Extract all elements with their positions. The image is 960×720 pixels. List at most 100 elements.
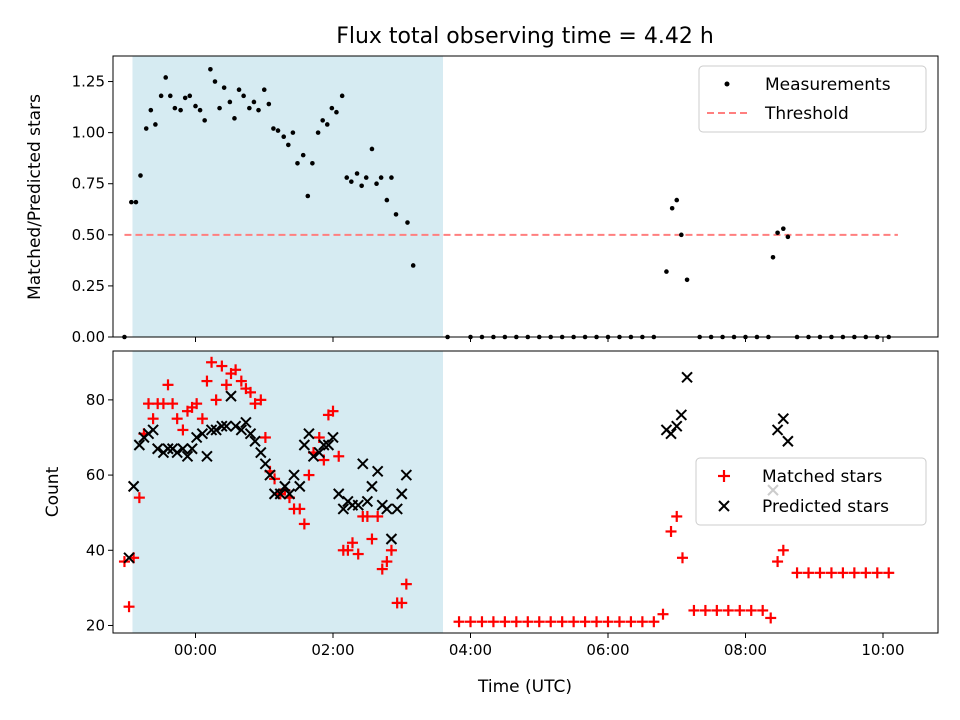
predicted-stars-point [201,450,213,462]
predicted-stars-point [147,424,159,436]
measurement-point [324,122,330,127]
measurement-point [247,105,252,111]
predicted-stars-point [133,439,146,451]
predicted-stars-point [274,488,286,500]
matched-stars-point [568,616,580,628]
matched-stars-point [298,518,310,530]
top-y-axis-label: Matched/Predicted stars [25,94,45,300]
predicted-stars-point [288,469,300,481]
matched-stars-point [825,567,837,579]
predicted-stars-point [337,503,350,515]
measurement-point [227,99,233,105]
predicted-stars-point [385,533,398,545]
legend-measurements-label: Measurements [765,75,891,95]
matched-stars-point [722,604,734,616]
matched-stars-point [385,544,397,556]
measurement-point [281,134,287,140]
predicted-stars-point [186,443,198,455]
predicted-stars-point [264,469,276,481]
matched-stars-point [522,616,534,628]
measurement-point [359,183,364,189]
bottom-y-axis-label: Count [43,466,63,517]
predicted-stars-point [162,443,174,455]
predicted-stars-point [307,450,320,462]
matched-stars-point [171,413,183,425]
measurement-point [679,232,684,238]
matched-stars-point [249,398,261,410]
predicted-stars-point [352,499,364,511]
predicted-stars-point [190,431,203,444]
matched-stars-point [147,413,159,425]
matched-stars-point [381,556,393,568]
bottom-legend-box [695,457,927,526]
matched-stars-point [860,567,872,579]
predicted-stars-point [381,503,393,515]
predicted-stars-point [665,428,677,440]
measurement-point [217,105,222,111]
matched-stars-point [177,424,189,436]
predicted-stars-point [777,412,790,425]
top-legend-box [698,65,927,133]
matched-stars-point [294,503,306,515]
matched-stars-point [210,394,222,406]
matched-stars-point [510,616,522,628]
measurement-point [271,126,276,131]
predicted-stars-point [171,446,183,459]
measurement-point [138,173,143,178]
matched-stars-point [220,379,232,391]
predicted-stars-point [371,465,384,478]
y-tick-label: 40 [86,541,105,559]
matched-stars-point [123,601,135,613]
predicted-stars-point [396,488,408,500]
measurement-point [182,95,188,101]
matched-stars-point [372,510,384,522]
predicted-stars-point [303,428,315,440]
matched-stars-point [346,537,358,549]
predicted-stars-point [229,420,242,432]
measurement-point [785,234,791,240]
measurement-point [329,105,335,111]
y-tick-label: 1.00 [72,124,105,142]
matched-stars-point [259,431,271,443]
measurement-point [143,126,149,131]
matched-stars-point [133,492,145,504]
measurement-point [290,130,296,135]
measurement-point [775,230,780,236]
predicted-stars-point [322,439,335,451]
top-legend: Measurements Threshold [698,65,927,133]
measurement-point [212,79,218,84]
matched-stars-point [361,510,373,522]
matched-stars-point [396,597,408,609]
matched-stars-point [376,563,388,575]
figure-title: Flux total observing time = 4.42 h [336,24,714,49]
matched-stars-point [745,604,757,616]
x-tick-label: 10:00 [861,641,904,659]
measurement-point [251,99,257,105]
top-axes-frame [112,55,939,338]
legend-measurements-marker [724,81,730,87]
predicted-stars-point [681,371,693,384]
measurement-point [197,107,203,113]
predicted-stars-point [782,435,794,447]
legend-threshold-label: Threshold [764,104,849,124]
bottom-legend: Matched stars Predicted stars [695,457,927,526]
legend-matched-marker [718,470,730,482]
measurement-point [221,85,227,90]
measurement-point [664,269,669,274]
predicted-stars-point [298,439,311,451]
predicted-stars-point [771,424,784,436]
measurement-point [334,109,339,115]
y-tick-label: 0.50 [72,226,105,244]
matched-stars-point [636,616,648,628]
matched-stars-point [400,578,412,590]
matched-stars-point [777,544,789,556]
matched-stars-point [871,567,883,579]
matched-stars-point [757,604,769,616]
measurement-point [241,93,246,99]
matched-stars-point [837,567,849,579]
matched-stars-point [883,567,895,579]
measurement-point [349,179,354,184]
predicted-stars-point [279,480,291,493]
measurement-point [339,93,345,99]
